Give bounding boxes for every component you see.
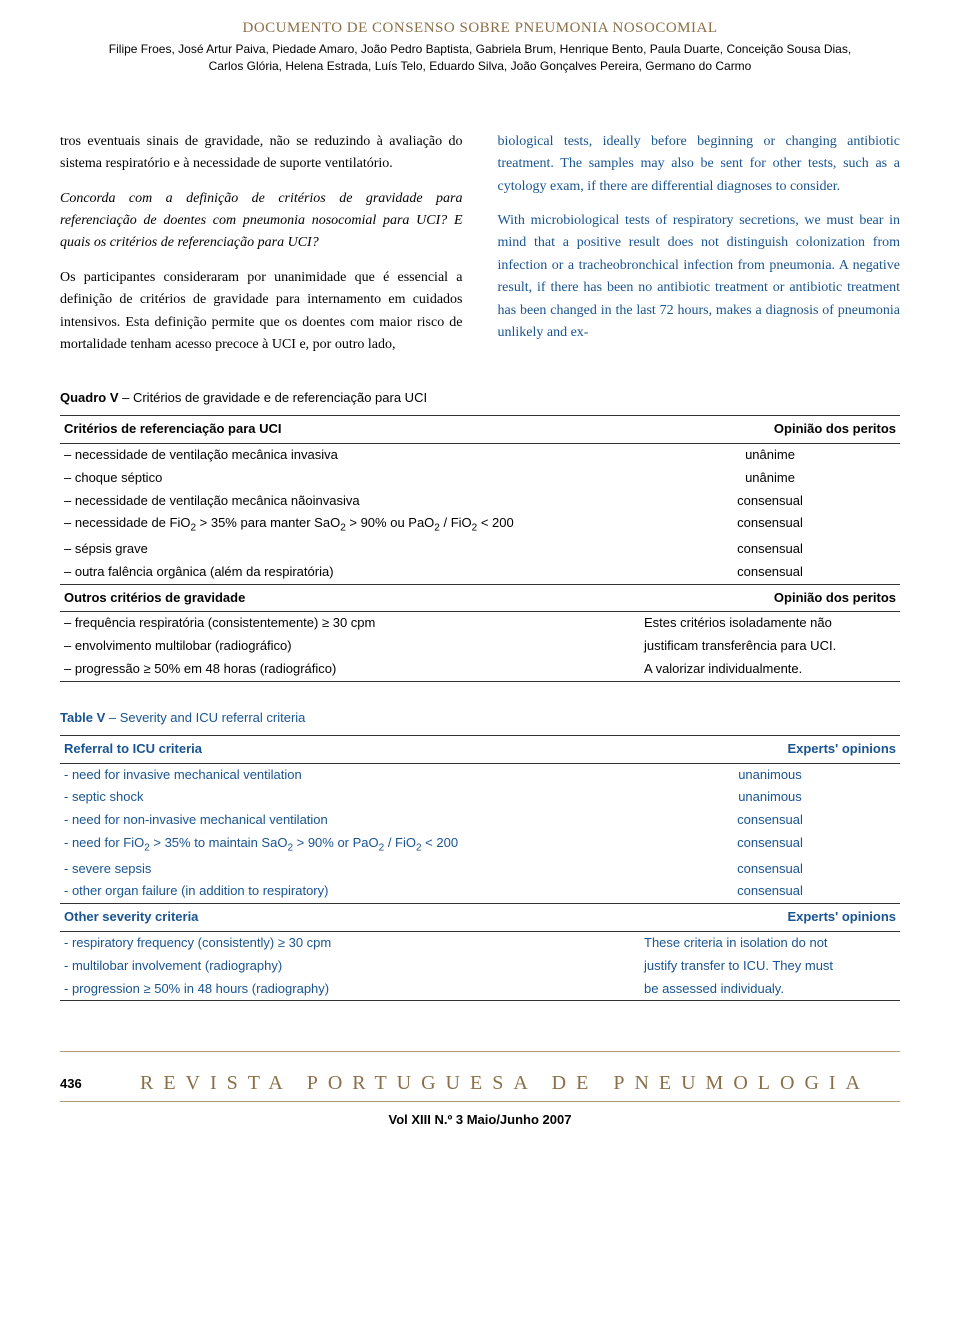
table-1-header2-right: Opinião dos peritos [640,584,900,612]
table-2-header2-right: Experts' opinions [640,904,900,932]
table-row-opinion: consensual [640,832,900,858]
table-row-opinion: consensual [640,880,900,903]
table-row-criterion: - other organ failure (in addition to re… [60,880,640,903]
table-row-opinion: unânime [640,467,900,490]
table-1-caption-label: Quadro V [60,390,119,405]
table-row-opinion: unanimous [640,786,900,809]
left-para-1: tros eventuais sinais de gravidade, não … [60,131,463,176]
authors-line-2: Carlos Glória, Helena Estrada, Luís Telo… [209,59,752,73]
authors-line-1: Filipe Froes, José Artur Paiva, Piedade … [109,42,851,56]
table-row-criterion: - multilobar involvement (radiography) [60,955,640,978]
right-para-2: With microbiological tests of respirator… [498,210,901,344]
table-row-opinion: unânime [640,444,900,467]
table-2-header-right: Experts' opinions [640,735,900,763]
table-row-opinion: consensual [640,490,900,513]
footer-issue: Vol XIII N.º 3 Maio/Junho 2007 [60,1112,900,1127]
right-para-1: biological tests, ideally before beginni… [498,131,901,198]
table-1: Critérios de referenciação para UCI Opin… [60,415,900,682]
table-1-caption: Quadro V – Critérios de gravidade e de r… [60,390,900,405]
table-row-criterion: – outra falência orgânica (além da respi… [60,561,640,584]
journal-name: REVISTA PORTUGUESA DE PNEUMOLOGIA [110,1072,900,1095]
table-row-opinion: Estes critérios isoladamente não [640,612,900,635]
table-2-wrap: Table V – Severity and ICU referral crit… [60,710,900,1002]
table-row-criterion: – necessidade de ventilação mecânica inv… [60,444,640,467]
table-2-header2-left: Other severity criteria [60,904,640,932]
left-column: tros eventuais sinais de gravidade, não … [60,131,463,369]
table-row-criterion: - respiratory frequency (consistently) ≥… [60,932,640,955]
table-row-criterion: – progressão ≥ 50% em 48 horas (radiográ… [60,658,640,681]
table-row-opinion: consensual [640,858,900,881]
right-column: biological tests, ideally before beginni… [498,131,901,369]
table-row-opinion: consensual [640,809,900,832]
table-row-opinion: unanimous [640,763,900,786]
authors: Filipe Froes, José Artur Paiva, Piedade … [60,41,900,76]
table-row-criterion: - need for invasive mechanical ventilati… [60,763,640,786]
table-row-opinion: justify transfer to ICU. They must [640,955,900,978]
table-row-criterion: - septic shock [60,786,640,809]
table-row-opinion: consensual [640,561,900,584]
table-row-criterion: - need for non-invasive mechanical venti… [60,809,640,832]
table-2-caption: Table V – Severity and ICU referral crit… [60,710,900,725]
table-1-caption-text: – Critérios de gravidade e de referencia… [119,390,428,405]
table-row-criterion: – necessidade de ventilação mecânica não… [60,490,640,513]
table-row-criterion: - progression ≥ 50% in 48 hours (radiogr… [60,978,640,1001]
page-footer: 436 REVISTA PORTUGUESA DE PNEUMOLOGIA [60,1051,900,1102]
table-2-caption-label: Table V [60,710,105,725]
table-row-criterion: – necessidade de FiO2 > 35% para manter … [60,512,640,538]
table-row-opinion: A valorizar individualmente. [640,658,900,681]
table-row-criterion: – sépsis grave [60,538,640,561]
table-row-opinion: These criteria in isolation do not [640,932,900,955]
document-title: DOCUMENTO DE CONSENSO SOBRE PNEUMONIA NO… [60,20,900,37]
table-row-opinion: consensual [640,512,900,538]
table-row-criterion: – envolvimento multilobar (radiográfico) [60,635,640,658]
table-row-criterion: - severe sepsis [60,858,640,881]
table-1-header-right: Opinião dos peritos [640,416,900,444]
table-row-opinion: consensual [640,538,900,561]
left-para-3: Os participantes consideraram por unanim… [60,267,463,357]
table-row-criterion: - need for FiO2 > 35% to maintain SaO2 >… [60,832,640,858]
table-1-wrap: Quadro V – Critérios de gravidade e de r… [60,390,900,682]
table-row-criterion: – frequência respiratória (consistenteme… [60,612,640,635]
table-row-opinion: be assessed individualy. [640,978,900,1001]
page-number: 436 [60,1076,110,1091]
table-1-header2-left: Outros critérios de gravidade [60,584,640,612]
table-1-header-left: Critérios de referenciação para UCI [60,416,640,444]
body-columns: tros eventuais sinais de gravidade, não … [60,131,900,369]
left-para-2-italic: Concorda com a definição de critérios de… [60,188,463,255]
table-2-header-left: Referral to ICU criteria [60,735,640,763]
table-2: Referral to ICU criteria Experts' opinio… [60,735,900,1002]
table-row-criterion: – choque séptico [60,467,640,490]
table-row-opinion: justificam transferência para UCI. [640,635,900,658]
table-2-caption-text: – Severity and ICU referral criteria [105,710,305,725]
